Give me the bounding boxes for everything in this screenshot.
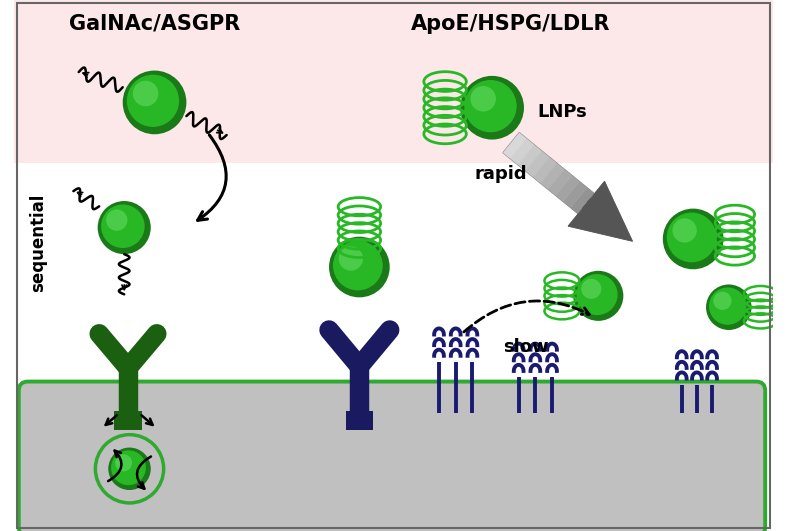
Circle shape [706,285,752,330]
Circle shape [663,209,723,269]
Circle shape [338,246,363,271]
Circle shape [333,241,382,290]
Polygon shape [511,139,534,165]
Circle shape [127,75,179,127]
Polygon shape [571,187,594,214]
Bar [14,163,773,414]
Polygon shape [518,145,541,171]
Circle shape [577,274,618,315]
Polygon shape [548,169,572,195]
Bar [14,0,773,163]
Circle shape [133,81,158,106]
Circle shape [115,455,132,472]
Text: GalNAc/ASGPR: GalNAc/ASGPR [69,14,240,33]
Polygon shape [563,182,587,208]
Circle shape [709,287,746,325]
Text: sequential: sequential [29,194,47,292]
Text: rapid: rapid [475,166,527,184]
Circle shape [101,204,145,248]
Circle shape [111,450,146,485]
Polygon shape [568,182,633,241]
Circle shape [98,201,151,254]
Circle shape [673,218,696,243]
Circle shape [123,71,187,134]
Polygon shape [526,151,549,177]
Circle shape [464,80,516,132]
Polygon shape [541,163,564,190]
Polygon shape [503,133,527,159]
Circle shape [471,86,496,112]
Text: ApoE/HSPG/LDLR: ApoE/HSPG/LDLR [412,14,611,33]
Text: LNPs: LNPs [538,103,587,121]
Bar [345,411,373,430]
Text: slow: slow [504,338,549,356]
Circle shape [109,448,151,490]
Circle shape [582,279,601,299]
Polygon shape [556,175,579,202]
Polygon shape [533,157,557,183]
Bar [114,411,142,430]
Circle shape [106,210,127,231]
Circle shape [329,237,390,297]
Circle shape [713,292,732,310]
Polygon shape [503,133,633,241]
Circle shape [573,271,623,321]
Circle shape [667,212,716,262]
FancyBboxPatch shape [19,382,765,531]
Circle shape [460,76,524,140]
